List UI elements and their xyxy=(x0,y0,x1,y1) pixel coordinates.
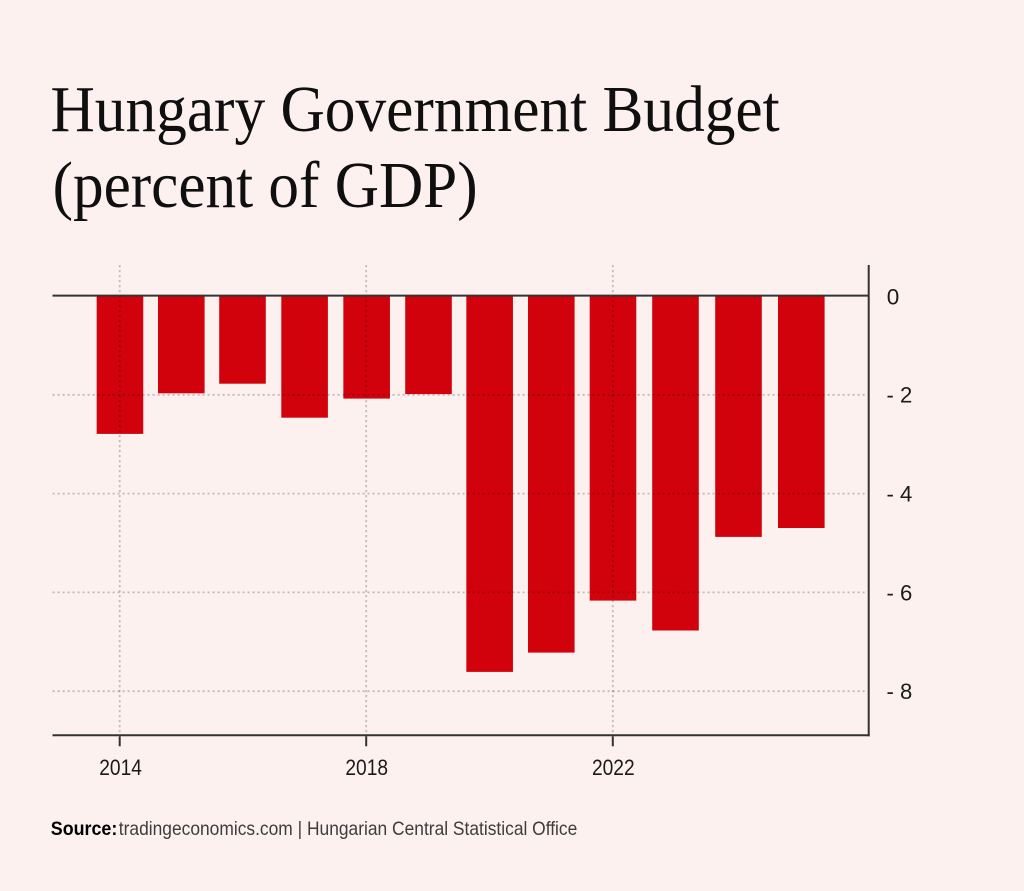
svg-text:0: 0 xyxy=(887,285,900,310)
svg-text:Hungary Government Budget: Hungary Government Budget xyxy=(51,73,780,146)
svg-text:2014: 2014 xyxy=(99,755,142,780)
svg-text:- 6: - 6 xyxy=(887,580,913,605)
svg-text:(percent of GDP): (percent of GDP) xyxy=(53,149,478,222)
svg-text:2018: 2018 xyxy=(345,755,388,780)
svg-text:tradingeconomics.com | Hungari: tradingeconomics.com | Hungarian Central… xyxy=(119,818,578,840)
svg-text:- 8: - 8 xyxy=(887,679,913,704)
svg-text:- 2: - 2 xyxy=(887,383,913,408)
svg-text:2022: 2022 xyxy=(592,755,635,780)
svg-text:- 4: - 4 xyxy=(887,482,913,507)
svg-text:Source:: Source: xyxy=(51,818,118,840)
